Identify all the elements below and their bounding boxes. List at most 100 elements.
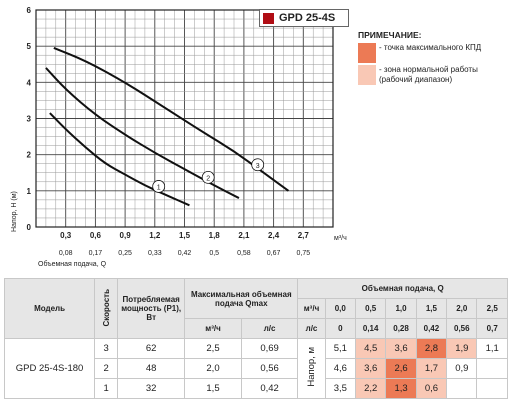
series-line-2 [45, 67, 240, 200]
qmax-ls-cell: 0,56 [240, 358, 299, 379]
note-zone-label-2: (рабочий диапазон) [379, 75, 453, 84]
q-m3h-4: 2,0 [446, 298, 478, 319]
head-cell: 5,1 [324, 338, 356, 359]
q-ls-2: 0,28 [385, 318, 417, 339]
q-m3h-5: 2,5 [476, 298, 508, 319]
x-tick-label-secondary: 0,33 [148, 250, 162, 257]
head-cell: 1,1 [476, 338, 508, 359]
note-title: ПРИМЕЧАНИЕ: [358, 30, 422, 40]
y-tick-label: 5 [27, 42, 32, 51]
q-ls-5: 0,7 [476, 318, 508, 339]
series-label-circle-3 [251, 158, 265, 172]
pump-curve-chart: 0 1 2 3 4 5 6 0,3 0,6 0,9 1,2 1,5 1,8 2,1 2,4 2,7 0,08… [11, 6, 347, 268]
y-tick-label: 6 [27, 6, 32, 15]
q-m3h-3: 1,5 [415, 298, 448, 319]
qmax-ls-cell: 0,69 [240, 338, 299, 359]
head-cell: 4,6 [324, 358, 356, 379]
header-power: Потребляемая мощность (Р1), Вт [117, 278, 186, 339]
header-speed-text: Скорость [101, 288, 111, 327]
note-max-row: - точка максимального КПД [358, 43, 508, 63]
q-m3h-0: 0,0 [324, 298, 356, 319]
y-tick-label: 0 [27, 223, 32, 232]
x-tick-label: 2,4 [268, 231, 280, 240]
head-cell: 1,9 [446, 338, 478, 359]
x-axis-ticks: 0,3 0,6 0,9 1,2 1,5 1,8 2,1 2,4 2,7 [60, 231, 309, 240]
model-badge: GPD 25-4S [259, 9, 349, 27]
head-cell: 0,9 [446, 358, 478, 379]
power-cell: 62 [117, 338, 186, 359]
header-speed: Скорость [94, 278, 119, 339]
head-cell: 1,7 [415, 358, 448, 379]
q-ls-0: 0 [324, 318, 356, 339]
head-cell [476, 358, 508, 379]
x-tick-label: 1,8 [209, 231, 221, 240]
head-cell: 2,2 [354, 378, 387, 399]
y-tick-label: 3 [27, 115, 32, 124]
plot-frame [35, 9, 334, 228]
note-max-label: - точка максимального КПД [379, 43, 482, 52]
x-tick-label: 2,7 [298, 231, 310, 240]
series-label-2: 2 [206, 175, 210, 182]
note-zone-row: - зона нормальной работы (рабочий диапаз… [358, 65, 508, 85]
head-label-text: Напор, м [305, 347, 317, 387]
speed-cell: 2 [94, 358, 119, 379]
spec-table: Модель Скорость Потребляемая мощность (Р… [3, 278, 508, 399]
header-flow: Объемная подача, Q [297, 278, 508, 299]
x-tick-label-secondary: 0,17 [89, 250, 103, 257]
x-tick-label-secondary: 0,5 [209, 250, 219, 257]
head-cell: 1,3 [385, 378, 417, 399]
head-cell: 0,6 [415, 378, 448, 399]
x-tick-label-secondary: 0,75 [296, 250, 310, 257]
x-axis-ticks-secondary: 0,08 0,17 0,25 0,33 0,42 0,5 0,58 0,67 0,75 [59, 250, 310, 257]
y-axis-ticks: 0 1 2 3 4 5 6 [27, 6, 32, 232]
note-zone-label-1: - зона нормальной работы [379, 65, 478, 74]
series-line-3 [53, 47, 290, 192]
head-cell: 3,6 [354, 358, 387, 379]
note-legend: ПРИМЕЧАНИЕ: - точка максимального КПД - … [358, 30, 508, 87]
head-cell [476, 378, 508, 399]
x-tick-label-secondary: 0,58 [237, 250, 251, 257]
y-tick-label: 1 [27, 187, 32, 196]
x-tick-label: 0,9 [120, 231, 132, 240]
table-row: 2 48 2,0 0,56 4,6 3,6 2,6 1,7 0,9 [5, 358, 508, 379]
y-tick-label: 4 [27, 78, 32, 87]
speed-cell: 1 [94, 378, 119, 399]
header-flow-ls: л/с [297, 318, 326, 339]
y-axis-label: Напор, H (м) [11, 191, 18, 232]
head-cell: 2,6 [385, 358, 417, 379]
header-qmax: Максимальная объемная подача Qmax [184, 278, 299, 319]
y-tick-label: 2 [27, 151, 32, 160]
series-label-3: 3 [256, 163, 260, 170]
series-label-1: 1 [157, 184, 161, 191]
series-label-circle-1 [152, 180, 166, 193]
q-ls-3: 0,42 [415, 318, 448, 339]
x-axis-unit: м³/ч [334, 235, 347, 242]
q-m3h-1: 0,5 [354, 298, 387, 319]
q-ls-4: 0,56 [446, 318, 478, 339]
power-cell: 32 [117, 378, 186, 399]
x-tick-label: 2,1 [238, 231, 250, 240]
qmax-m3h-cell: 2,5 [184, 338, 242, 359]
head-cell: 3,5 [324, 378, 356, 399]
header-qmax-ls: л/с [240, 318, 299, 339]
series-line-1 [49, 112, 190, 207]
head-cell: 3,6 [385, 338, 417, 359]
series-label-circle-2 [201, 171, 215, 184]
head-label-cell: Напор, м [297, 338, 326, 399]
power-cell: 48 [117, 358, 186, 379]
header-model: Модель [3, 278, 96, 339]
x-tick-label-secondary: 0,08 [59, 250, 73, 257]
table-row: 1 32 1,5 0,42 3,5 2,2 1,3 0,6 [5, 378, 508, 399]
model-cell: GPD 25-4S-180 [3, 338, 96, 399]
header-qmax-m3h: м³/ч [184, 318, 242, 339]
head-cell: 4,5 [354, 338, 387, 359]
table-row: GPD 25-4S-180 3 62 2,5 0,69 Напор, м 5,1… [3, 338, 508, 399]
chart-grid [35, 9, 334, 228]
x-tick-label-secondary: 0,25 [118, 250, 132, 257]
model-badge-text: GPD 25-4S [279, 12, 336, 24]
x-tick-label: 0,6 [90, 231, 102, 240]
x-axis-label: Объемная подача, Q [38, 260, 107, 268]
head-cell: 2,8 [415, 338, 448, 359]
x-tick-label: 1,5 [179, 231, 191, 240]
header-flow-m3h: м³/ч [297, 298, 326, 319]
